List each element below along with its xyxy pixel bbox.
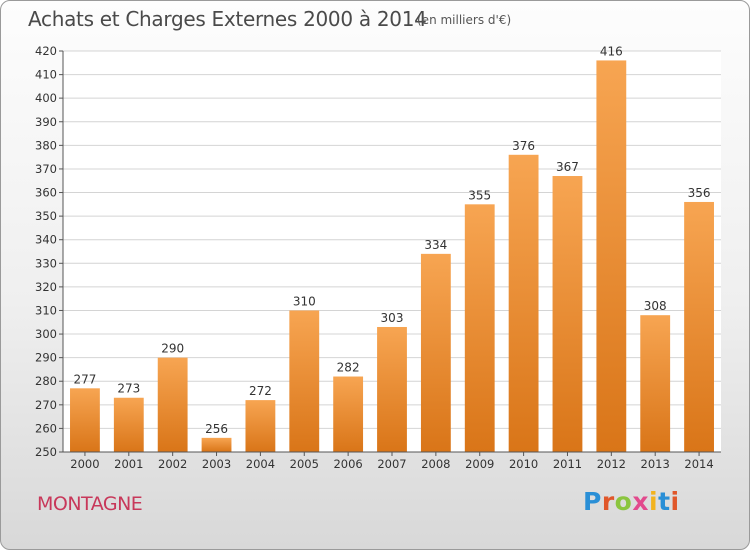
data-label: 416 [600,44,623,58]
x-tick-label: 2003 [202,457,231,471]
x-tick-label: 2010 [509,457,538,471]
logo-letter: o [614,487,633,516]
x-tick-label: 2008 [421,457,450,471]
y-tick-label: 390 [35,115,57,129]
chart-subtitle: (en milliers d'€) [417,13,512,27]
bar [464,204,495,452]
y-tick-label: 290 [35,351,57,365]
x-tick-label: 2007 [377,457,406,471]
y-tick-label: 370 [35,162,57,176]
bar [245,400,276,452]
data-label: 334 [424,238,447,252]
y-tick-label: 350 [35,209,57,223]
y-tick-label: 300 [35,327,57,341]
y-tick-label: 250 [35,445,57,459]
x-tick-label: 2004 [246,457,275,471]
y-tick-label: 360 [35,186,57,200]
y-tick-label: 420 [35,44,57,58]
x-tick-label: 2002 [158,457,187,471]
bar [684,201,714,452]
data-label: 277 [73,372,96,386]
x-tick-label: 2001 [114,457,143,471]
y-tick-label: 260 [35,421,57,435]
data-label: 310 [293,294,316,308]
bar [157,357,188,452]
x-tick-label: 2006 [333,457,362,471]
data-label: 272 [249,384,272,398]
data-label: 367 [556,160,579,174]
x-tick-label: 2012 [597,457,626,471]
bar [70,388,100,452]
y-tick-label: 310 [35,303,57,317]
bar [640,315,671,452]
x-tick-label: 2009 [465,457,494,471]
bar [201,437,232,452]
y-tick-label: 400 [35,91,57,105]
axes: 250 260 270 280 290 300 310 320 330 340 350 360 370 3… [35,44,721,471]
data-label: 303 [381,311,404,325]
bar [508,154,539,452]
bar [377,326,407,452]
proxiti-logo[interactable]: Proxiti [583,487,680,516]
x-tick-label: 2011 [553,457,582,471]
logo-letter: P [583,487,602,516]
bar [420,253,451,452]
logo-letter: t [658,487,671,516]
x-tick-label: 2014 [684,457,713,471]
commune-name: MONTAGNE [37,493,143,515]
data-label: 356 [688,186,711,200]
bar [289,310,320,452]
y-tick-label: 280 [35,374,57,388]
data-label: 376 [512,139,535,153]
logo-letter: x [632,487,649,516]
bars: 277 273 290 256 272 310 282 303 334 355 376 367 416 3… [70,44,714,453]
bar [552,176,583,453]
bar [113,397,144,452]
data-label: 355 [468,188,491,202]
y-tick-label: 320 [35,280,57,294]
x-tick-label: 2000 [70,457,99,471]
bar [596,60,627,452]
data-label: 256 [205,422,228,436]
y-tick-label: 380 [35,138,57,152]
y-tick-label: 270 [35,398,57,412]
y-tick-label: 340 [35,233,57,247]
bar [333,376,364,452]
data-label: 273 [117,382,140,396]
x-tick-label: 2013 [641,457,670,471]
y-tick-label: 410 [35,68,57,82]
chart-title: Achats et Charges Externes 2000 à 2014 [28,7,427,31]
y-tick-label: 330 [35,256,57,270]
x-tick-label: 2005 [290,457,319,471]
data-label: 290 [161,342,184,356]
logo-letter: i [670,487,680,516]
logo-letter: i [649,487,659,516]
data-label: 308 [644,299,667,313]
data-label: 282 [337,361,360,375]
logo-letter: r [601,487,615,516]
